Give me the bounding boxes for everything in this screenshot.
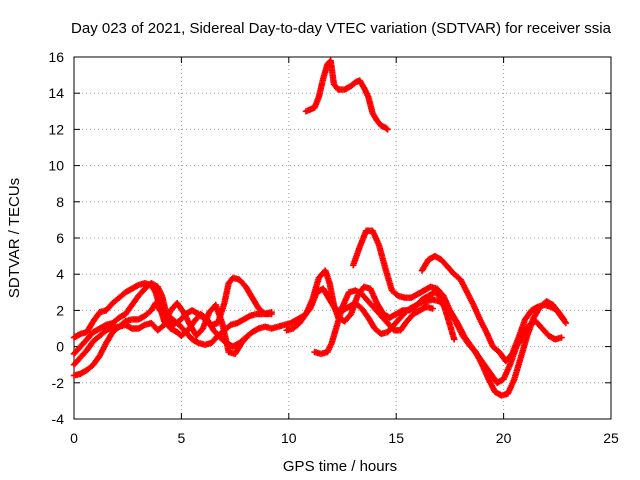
y-tick-labels: -4 -2 0 2 4 6 8 10 12 14 16 [48,49,64,427]
data-point [450,336,458,343]
series-trace-e [283,267,458,343]
x-tick-label: 20 [496,430,512,446]
series-trace-a [70,280,565,386]
axis-ticks [73,56,612,420]
y-tick-label: 10 [48,158,64,174]
chart-title: Day 023 of 2021, Sidereal Day-to-day VTE… [71,20,612,37]
data-point [384,126,391,133]
data-point [429,305,436,312]
y-tick-label: 0 [56,339,64,355]
y-tick-label: 6 [56,230,64,246]
series-trace-h [418,252,567,365]
data-point [560,316,567,323]
data-point [562,319,570,327]
grid-lines [74,57,611,419]
x-tick-label: 5 [178,430,186,446]
x-tick-label: 0 [70,430,78,446]
x-tick-labels: 0 5 10 15 20 25 [70,430,619,446]
y-tick-label: 14 [48,85,64,101]
y-tick-label: 8 [56,194,64,210]
series-trace-d [70,299,252,368]
x-axis-title: GPS time / hours [283,458,397,475]
x-tick-label: 10 [281,430,297,446]
data-point [268,310,275,318]
y-axis-title: SDTVAR / TECUs [6,178,23,298]
y-tick-label: 4 [56,266,64,282]
y-tick-label: 12 [48,121,64,137]
x-tick-label: 15 [388,430,404,446]
y-tick-label: 16 [48,49,64,65]
y-tick-label: -2 [52,375,65,391]
series-trace-i [302,57,391,133]
data-point-fill [243,333,251,341]
data-series [70,57,570,399]
series-trace-f [311,287,436,358]
data-point-fill [559,314,567,322]
x-tick-label: 25 [603,430,619,446]
data-point [558,334,565,341]
data-point-fill [383,125,390,132]
y-tick-label: -4 [52,411,65,427]
data-point [244,332,252,339]
y-tick-label: 2 [56,302,64,318]
